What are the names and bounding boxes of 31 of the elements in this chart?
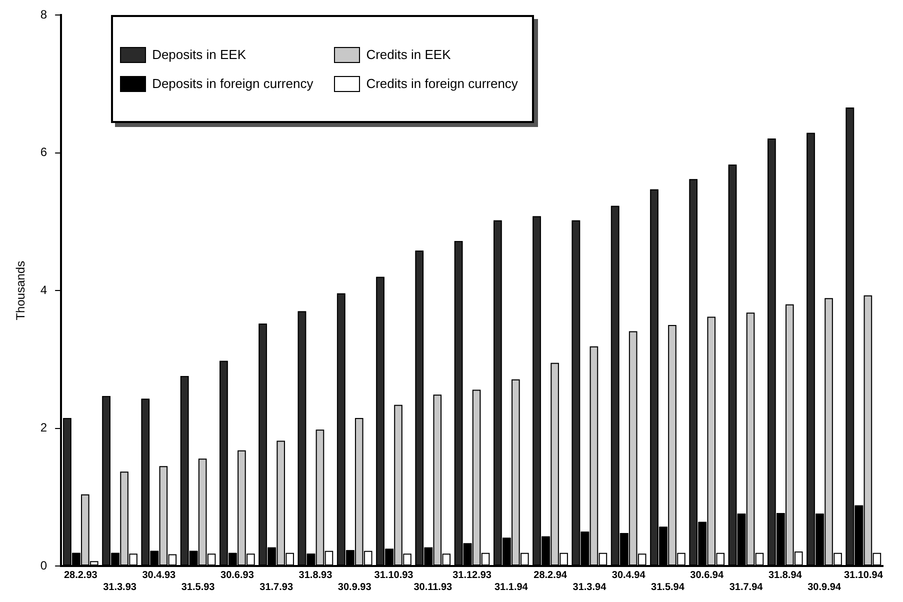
x-tick-label: 30.9.93 (338, 582, 372, 593)
x-tick-label: 28.2.93 (64, 570, 98, 581)
x-tick-label: 28.2.94 (534, 570, 568, 581)
x-tick-label: 30.4.93 (142, 570, 176, 581)
legend-label: Deposits in foreign currency (152, 76, 314, 92)
y-tick-label: 0 (40, 558, 48, 572)
x-tick-label: 31.10.93 (374, 570, 414, 581)
y-tick-label: 6 (40, 145, 48, 160)
y-tick-label: 8 (40, 8, 48, 22)
x-tick-label: 31.12.93 (452, 570, 492, 581)
x-tick-label: 31.8.93 (298, 570, 333, 581)
y-axis-title: Thousands (14, 260, 28, 320)
y-tick-label: 2 (40, 420, 48, 435)
x-tick-label: 31.3.94 (572, 582, 607, 593)
x-tick-label: 31.7.93 (260, 582, 294, 593)
legend-label: Deposits in EEK (152, 47, 246, 62)
x-tick-label: 30.9.94 (808, 582, 842, 593)
x-tick-label: 31.1.94 (494, 582, 528, 593)
x-tick-label: 31.8.94 (768, 570, 802, 581)
x-tick-label: 31.5.93 (181, 582, 216, 593)
y-tick-label: 4 (40, 282, 48, 297)
x-tick-label: 31.7.94 (729, 582, 764, 593)
x-tick-label: 31.10.94 (844, 570, 884, 581)
x-tick-label: 30.4.94 (612, 570, 646, 581)
x-tick-label: 30.11.93 (414, 582, 453, 593)
x-tick-label: 31.5.94 (651, 582, 685, 593)
x-tick-label: 30.6.94 (690, 570, 724, 581)
legend-label: Credits in EEK (366, 47, 451, 62)
x-tick-label: 30.6.93 (220, 570, 254, 581)
x-tick-label: 31.3.93 (103, 582, 137, 593)
legend-label: Credits in foreign currency (366, 76, 518, 92)
